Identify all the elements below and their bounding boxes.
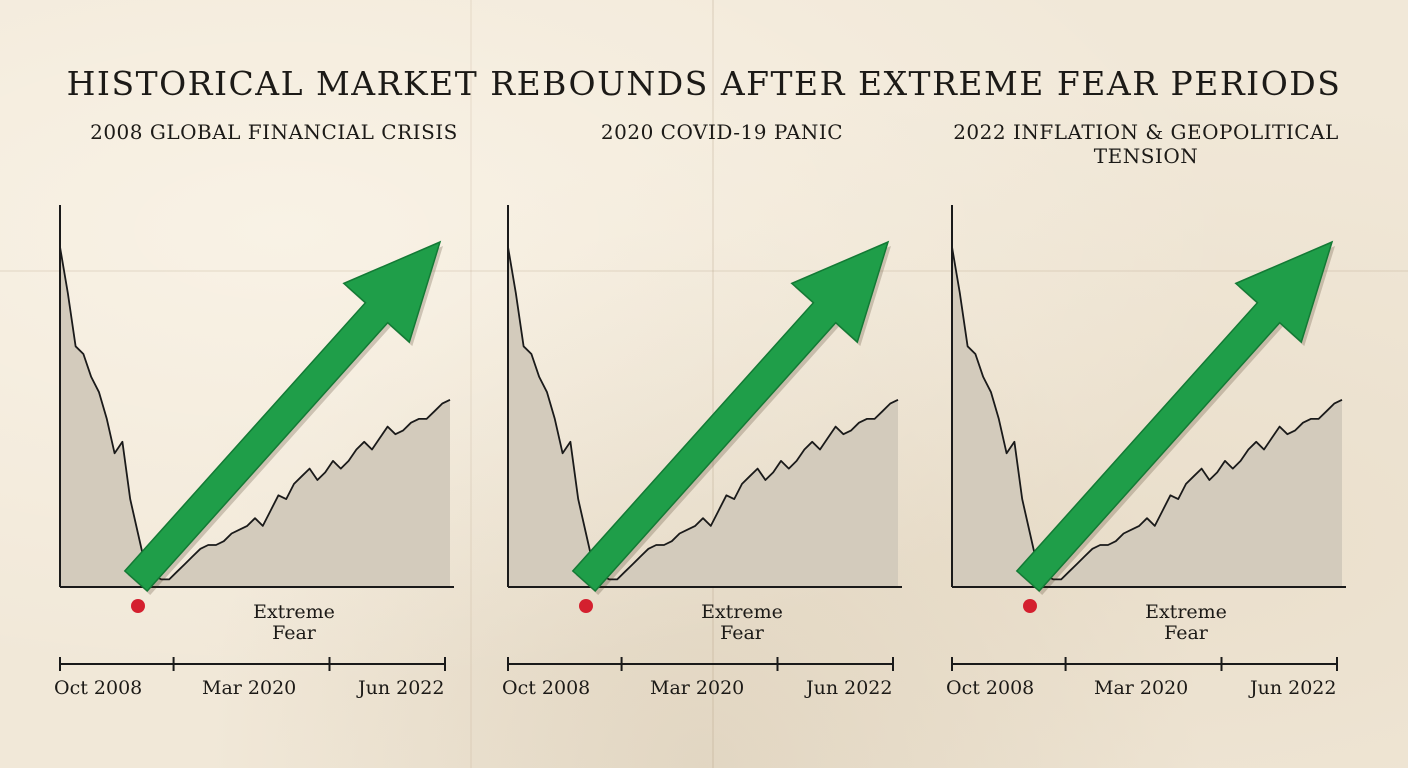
chart-svg — [507, 205, 902, 671]
extreme-fear-label: Extreme Fear — [253, 601, 335, 644]
rebound-arrow — [1015, 240, 1334, 593]
x-tick-label: Jun 2022 — [358, 677, 445, 699]
paper-fold — [470, 0, 472, 768]
panel-title: 2020 COVID-19 PANIC — [600, 120, 844, 144]
series-line — [59, 246, 451, 581]
area-fill — [60, 247, 450, 587]
x-tick-label: Mar 2020 — [1094, 677, 1189, 699]
chart-svg — [951, 205, 1346, 671]
area-fill — [952, 247, 1342, 587]
x-tick-label: Jun 2022 — [1250, 677, 1337, 699]
panel-title: 2008 GLOBAL FINANCIAL CRISIS — [90, 120, 458, 144]
extreme-fear-marker — [1023, 599, 1037, 613]
x-tick-label: Mar 2020 — [202, 677, 297, 699]
series-line — [507, 246, 899, 581]
series-line — [951, 246, 1343, 581]
chart-panel-2020: 2020 COVID-19 PANIC Extreme Fear Oct 200… — [492, 0, 952, 768]
rebound-arrow — [571, 240, 890, 593]
rebound-arrow — [123, 240, 442, 593]
panel-title: 2022 INFLATION & GEOPOLITICAL TENSION — [953, 120, 1339, 168]
paper-fold — [712, 0, 714, 768]
paper-fold — [0, 270, 1408, 272]
x-tick-label: Mar 2020 — [650, 677, 745, 699]
extreme-fear-label: Extreme Fear — [1145, 601, 1227, 644]
x-tick-label: Jun 2022 — [806, 677, 893, 699]
extreme-fear-label: Extreme Fear — [701, 601, 783, 644]
chart-panel-2008: 2008 GLOBAL FINANCIAL CRISIS Extreme Fea… — [44, 0, 504, 768]
area-fill — [508, 247, 898, 587]
x-tick-label: Oct 2008 — [946, 677, 1035, 699]
extreme-fear-marker — [131, 599, 145, 613]
chart-title: HISTORICAL MARKET REBOUNDS AFTER EXTREME… — [66, 64, 1342, 104]
chart-panel-2022: 2022 INFLATION & GEOPOLITICAL TENSION Ex… — [936, 0, 1396, 768]
x-tick-label: Oct 2008 — [502, 677, 591, 699]
extreme-fear-marker — [579, 599, 593, 613]
x-tick-label: Oct 2008 — [54, 677, 143, 699]
chart-svg — [59, 205, 454, 671]
